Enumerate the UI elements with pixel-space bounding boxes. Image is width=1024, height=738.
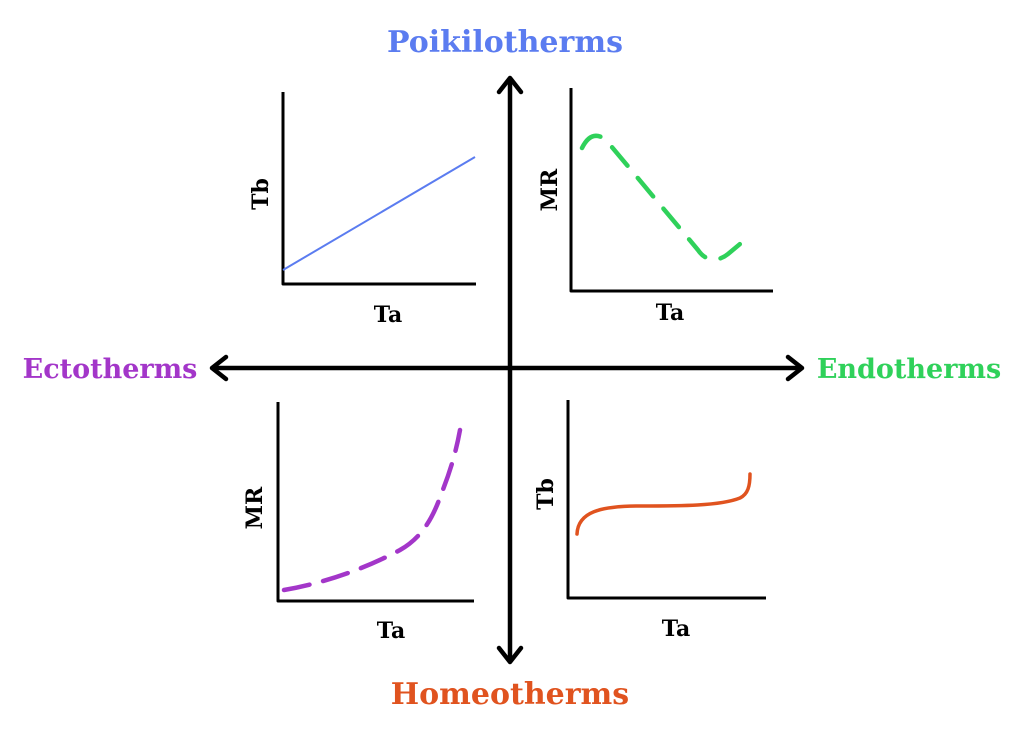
panel-bottom-left-axes — [276, 402, 474, 603]
panel-top-right: MR Ta — [537, 88, 773, 326]
panel-bottom-left-curve — [281, 427, 463, 593]
panel-top-left-axes — [281, 92, 476, 286]
panel-bottom-right-axes — [566, 400, 766, 600]
panel-top-right-curve — [579, 133, 743, 262]
panel-top-left: Tb Ta — [248, 92, 476, 328]
panel-top-left-xlabel: Ta — [374, 302, 403, 328]
panel-bottom-left-ylabel: MR — [242, 486, 268, 529]
panel-bottom-right-curve — [575, 472, 752, 536]
panel-top-left-curve — [282, 156, 476, 271]
panel-top-right-xlabel: Ta — [656, 300, 685, 326]
label-poikilotherms: Poikilotherms — [387, 25, 623, 60]
panel-bottom-right-ylabel: Tb — [533, 478, 559, 510]
main-axes — [209, 75, 805, 665]
panel-top-right-ylabel: MR — [537, 168, 563, 211]
panel-bottom-left-xlabel: Ta — [377, 618, 406, 644]
arrowhead-right-icon — [785, 354, 805, 382]
panel-bottom-right-xlabel: Ta — [662, 616, 691, 642]
panel-top-right-axes — [569, 88, 773, 293]
arrowhead-left-icon — [209, 354, 229, 382]
panel-top-left-ylabel: Tb — [248, 178, 274, 210]
label-ectotherms: Ectotherms — [23, 354, 198, 385]
label-endotherms: Endotherms — [817, 354, 1001, 385]
panel-bottom-right: Tb Ta — [533, 400, 766, 642]
label-homeotherms: Homeotherms — [391, 677, 629, 712]
arrowhead-down-icon — [496, 645, 524, 665]
arrowhead-up-icon — [496, 75, 524, 95]
panel-bottom-left: MR Ta — [242, 402, 474, 644]
